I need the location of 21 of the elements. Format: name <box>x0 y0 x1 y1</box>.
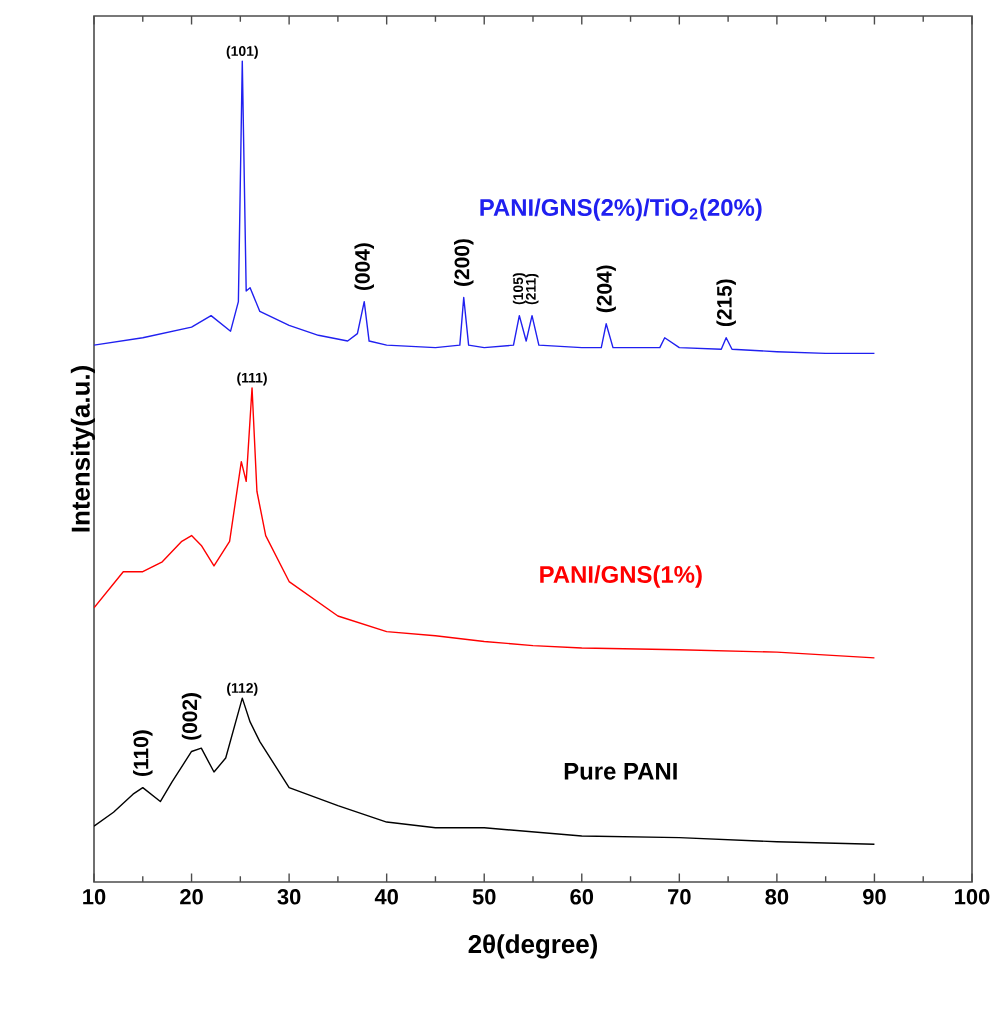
x-tick-label: 70 <box>667 889 691 905</box>
x-tick-label: 20 <box>179 889 203 905</box>
x-tick-label: 90 <box>862 889 886 905</box>
annotation: (002) <box>181 693 201 740</box>
text: PANI/GNS(1%) <box>539 565 702 588</box>
x-tick-label: 60 <box>569 889 593 905</box>
x-tick-label: 30 <box>276 889 300 905</box>
text: Pure PANI <box>564 763 677 780</box>
annotation: (200) <box>453 239 474 286</box>
annotation: (110) <box>132 730 153 776</box>
x-tick-label: 40 <box>374 889 398 905</box>
x-tick-label: 10 <box>82 889 105 905</box>
x-tick-label: 100 <box>954 889 989 905</box>
annotation: (215) <box>715 279 736 327</box>
annotation: (004) <box>354 243 374 290</box>
text: PANI/GNS(2%)/TiO$_{2}$(20%) <box>479 198 762 221</box>
x-tick-label: 50 <box>472 889 496 905</box>
x-axis-title: 2θ(degree) <box>468 934 597 959</box>
annotation: (204) <box>595 265 616 313</box>
x-tick-label: 80 <box>764 889 788 905</box>
y-axis-title: Intensity(a.u.) <box>70 366 95 532</box>
